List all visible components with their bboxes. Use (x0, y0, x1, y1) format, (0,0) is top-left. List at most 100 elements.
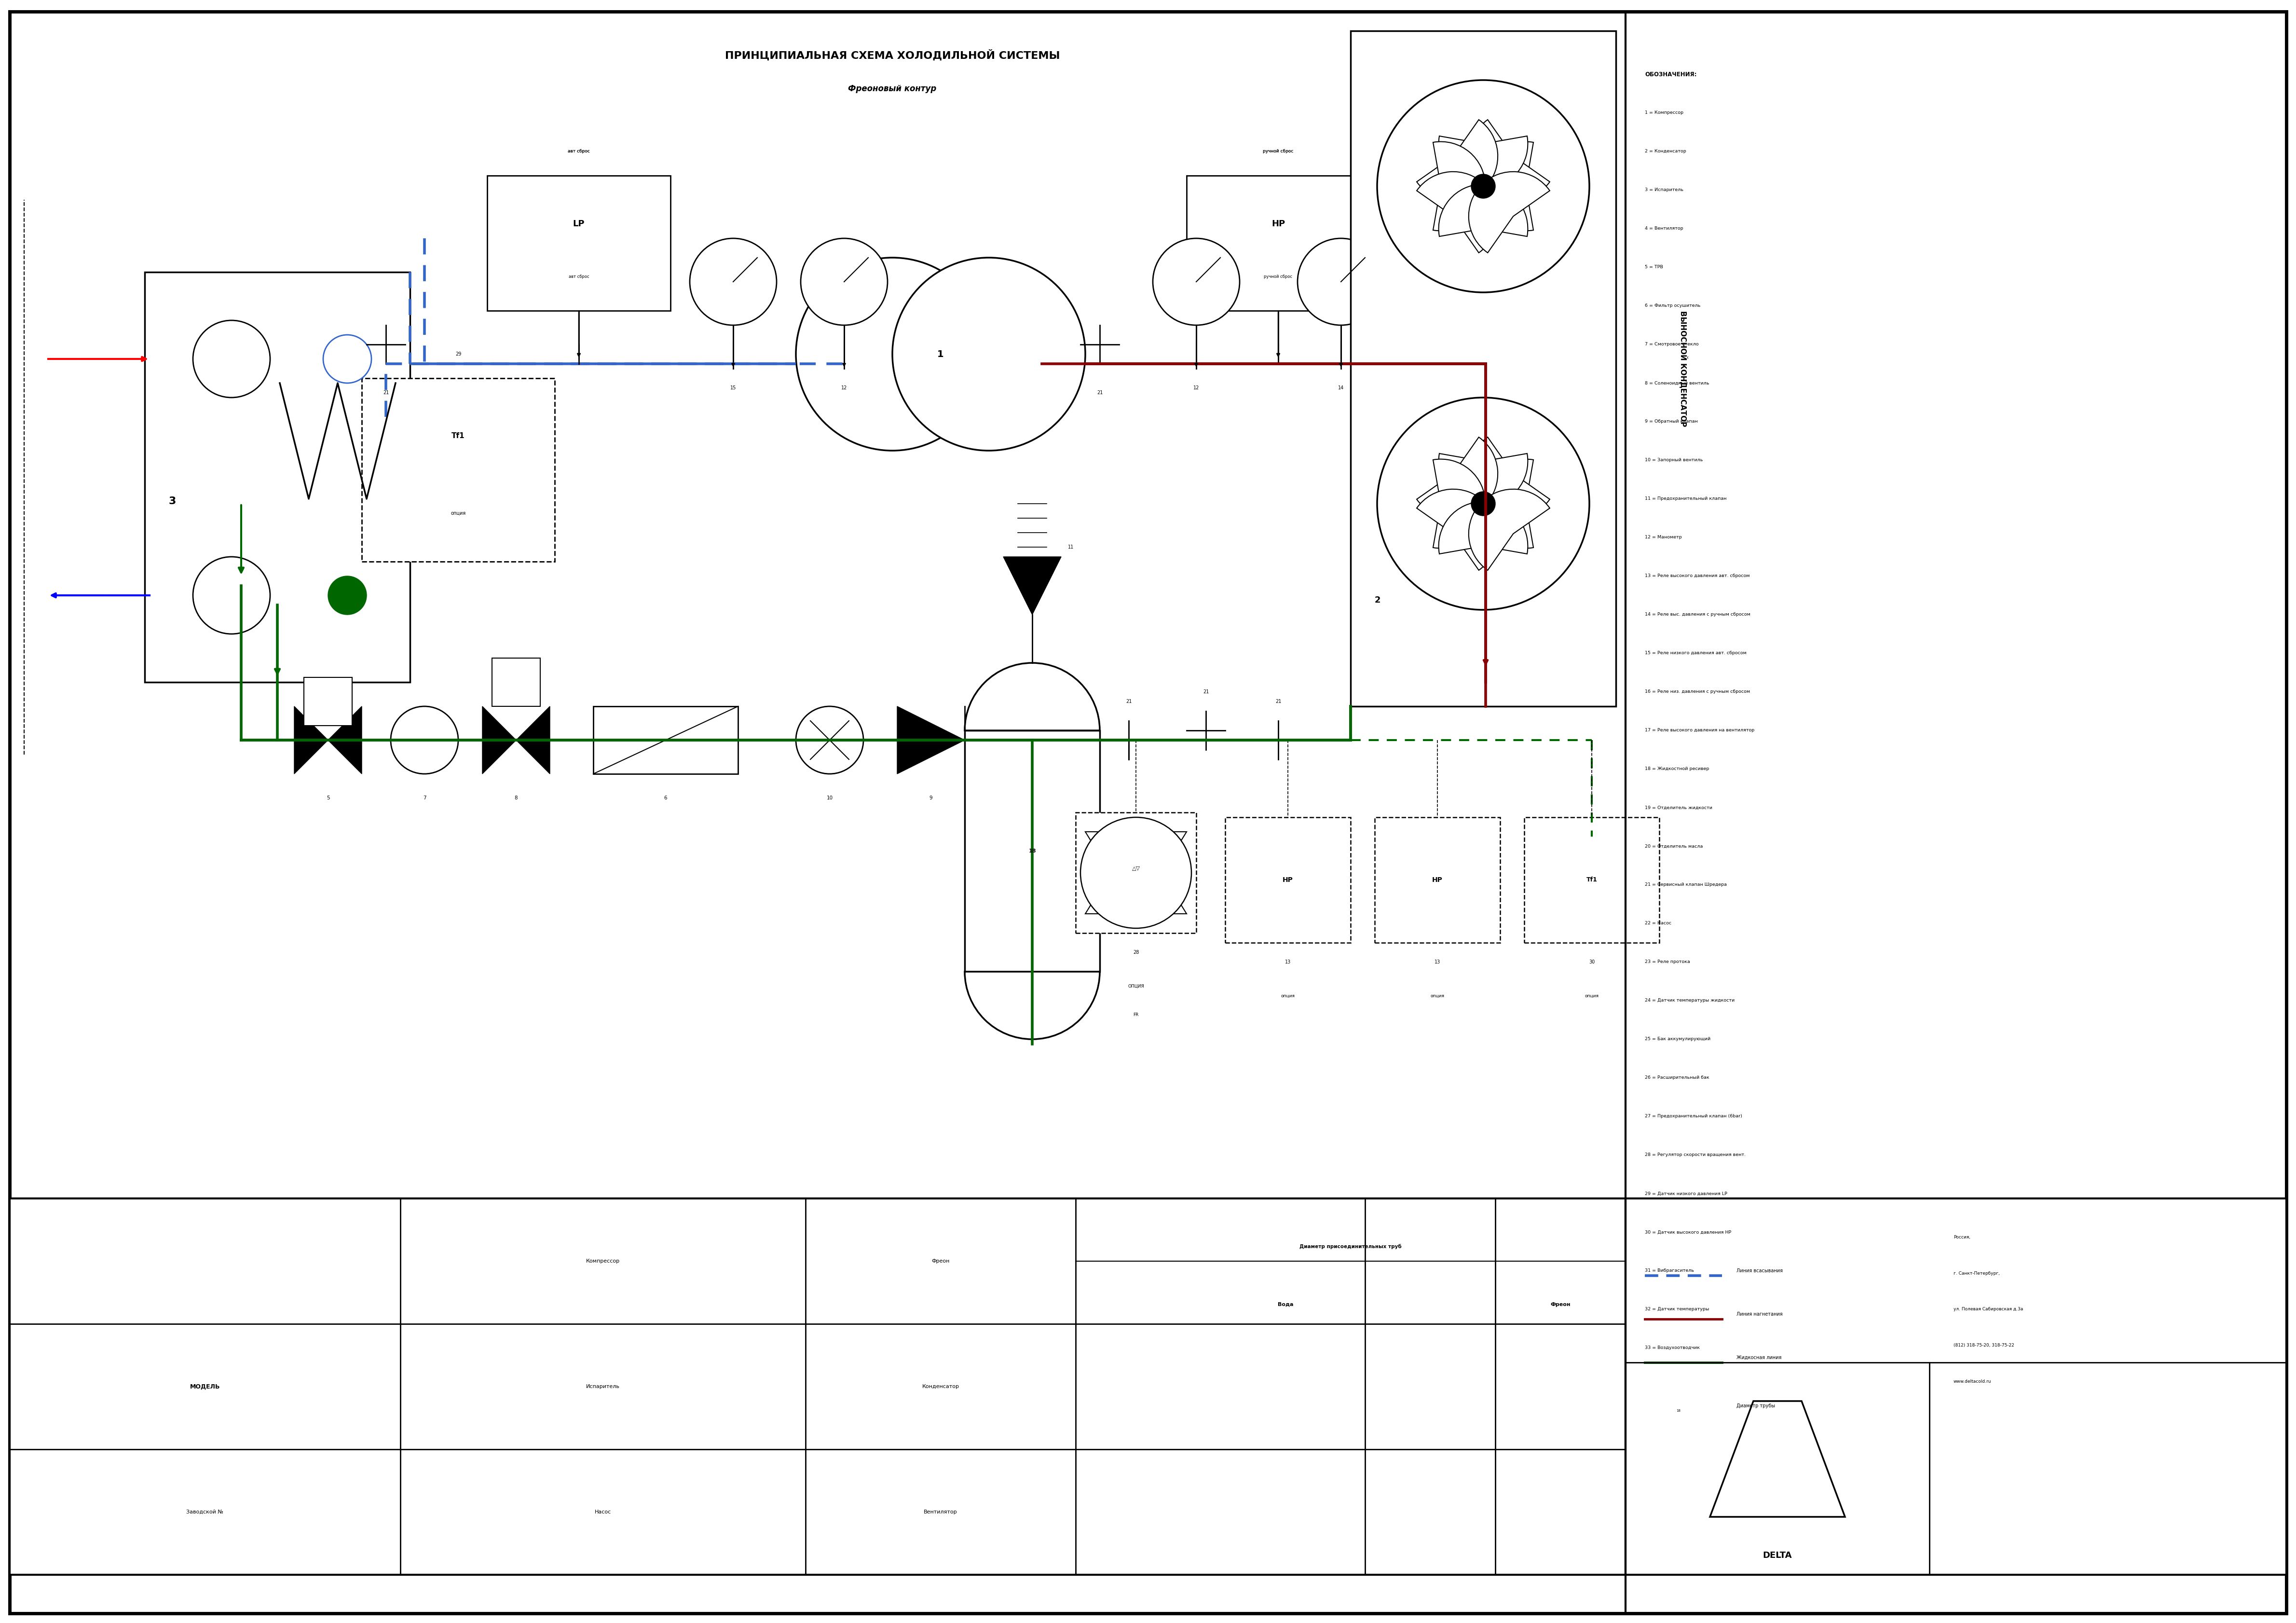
Text: 5 = ТРВ: 5 = ТРВ (1644, 265, 1662, 269)
Polygon shape (328, 706, 363, 774)
Text: 6 = Фильтр осушитель: 6 = Фильтр осушитель (1644, 304, 1701, 308)
Wedge shape (1440, 453, 1527, 506)
Text: 9: 9 (930, 795, 932, 800)
Text: 29: 29 (455, 352, 461, 357)
Text: 31 = Вибрагаситель: 31 = Вибрагаситель (1644, 1269, 1694, 1272)
Text: 10 = Запорный вентиль: 10 = Запорный вентиль (1644, 458, 1704, 463)
Text: 1 = Компрессор: 1 = Компрессор (1644, 110, 1683, 115)
Wedge shape (1417, 437, 1497, 518)
Circle shape (801, 239, 889, 325)
Text: HP: HP (1272, 219, 1286, 229)
Bar (303, 677, 351, 725)
Circle shape (1378, 398, 1589, 610)
Text: 27 = Предохранительный клапан (6bar): 27 = Предохранительный клапан (6bar) (1644, 1115, 1743, 1118)
Text: Конденсатор: Конденсатор (923, 1384, 960, 1389)
Text: 11: 11 (1068, 545, 1075, 550)
Text: 8: 8 (514, 795, 517, 800)
Text: 12: 12 (840, 386, 847, 390)
Bar (1226, 818, 1350, 943)
Text: Линия всасывания: Линия всасывания (1736, 1269, 1782, 1272)
Text: 20 = Отделитель масла: 20 = Отделитель масла (1644, 844, 1704, 849)
Text: Жидкосная линия: Жидкосная линия (1736, 1355, 1782, 1360)
Text: 21: 21 (1097, 390, 1102, 394)
Text: ручной сброс: ручной сброс (1263, 149, 1293, 154)
Bar (592, 706, 737, 774)
Wedge shape (1440, 183, 1527, 237)
Text: Заводской №: Заводской № (186, 1509, 223, 1514)
Wedge shape (1440, 502, 1527, 553)
Wedge shape (1433, 459, 1486, 549)
Wedge shape (1469, 120, 1550, 201)
Text: 21 = Сервисный клапан Шредера: 21 = Сервисный клапан Шредера (1644, 883, 1727, 888)
Bar (363, 378, 556, 562)
Text: △▽: △▽ (1132, 865, 1141, 870)
Bar (1375, 818, 1499, 943)
Text: 1: 1 (937, 349, 944, 359)
Text: 24 = Датчик температуры жидкости: 24 = Датчик температуры жидкости (1644, 998, 1736, 1003)
Text: опция: опция (450, 511, 466, 516)
Wedge shape (1481, 459, 1534, 549)
Text: 21: 21 (383, 390, 388, 394)
Text: ул. Полевая Сабировская д.3а: ул. Полевая Сабировская д.3а (1954, 1307, 2023, 1311)
Polygon shape (482, 706, 517, 774)
Text: 13 = Реле высокого давления авт. сбросом: 13 = Реле высокого давления авт. сбросом (1644, 575, 1750, 578)
Bar (1626, 1198, 2287, 1574)
Text: 16 = Реле низ. давления с ручным сбросом: 16 = Реле низ. давления с ручным сбросом (1644, 690, 1750, 695)
Text: 3: 3 (170, 497, 177, 506)
Bar (491, 657, 540, 706)
Text: 12: 12 (1194, 386, 1199, 390)
Circle shape (1297, 239, 1384, 325)
Circle shape (193, 557, 271, 635)
Text: 14: 14 (1339, 386, 1343, 390)
Polygon shape (1086, 831, 1187, 914)
Text: 4 = Вентилятор: 4 = Вентилятор (1644, 227, 1683, 230)
Text: 22 = Насос: 22 = Насос (1644, 922, 1671, 925)
Wedge shape (1469, 172, 1550, 253)
Circle shape (1655, 1386, 1704, 1435)
Text: 21: 21 (1203, 690, 1210, 695)
Text: ручной сброс: ручной сброс (1265, 274, 1293, 279)
Text: 2: 2 (1375, 596, 1380, 604)
Text: ОПЦИЯ: ОПЦИЯ (1127, 984, 1143, 988)
Text: Компрессор: Компрессор (585, 1259, 620, 1264)
Text: 9 = Обратный клапан: 9 = Обратный клапан (1644, 419, 1697, 424)
Circle shape (328, 576, 367, 615)
Circle shape (390, 706, 459, 774)
Circle shape (797, 706, 863, 774)
Text: Диаметр трубы: Диаметр трубы (1736, 1404, 1775, 1409)
Text: DELTA: DELTA (1763, 1552, 1793, 1560)
Text: ПРИНЦИПИАЛЬНАЯ СХЕМА ХОЛОДИЛЬНОЙ СИСТЕМЫ: ПРИНЦИПИАЛЬНАЯ СХЕМА ХОЛОДИЛЬНОЙ СИСТЕМЫ (726, 49, 1061, 60)
Text: 21: 21 (1274, 700, 1281, 704)
Polygon shape (1003, 557, 1061, 615)
Text: 17 = Реле высокого давления на вентилятор: 17 = Реле высокого давления на вентилято… (1644, 729, 1754, 732)
Circle shape (1081, 818, 1192, 928)
Text: ОБОЗНАЧЕНИЯ:: ОБОЗНАЧЕНИЯ: (1644, 71, 1697, 78)
Polygon shape (898, 706, 964, 774)
Wedge shape (1417, 489, 1497, 570)
Text: www.deltacold.ru: www.deltacold.ru (1954, 1380, 1991, 1384)
Text: 14 = Реле выс. давления с ручным сбросом: 14 = Реле выс. давления с ручным сбросом (1644, 612, 1750, 617)
Text: 23 = Реле протока: 23 = Реле протока (1644, 959, 1690, 964)
Bar (964, 730, 1100, 972)
Circle shape (324, 334, 372, 383)
Text: 8 = Соленоидный вентиль: 8 = Соленоидный вентиль (1644, 381, 1708, 385)
Text: (812) 318-75-20, 318-75-22: (812) 318-75-20, 318-75-22 (1954, 1344, 2014, 1347)
Circle shape (689, 239, 776, 325)
Text: Россия,: Россия, (1954, 1235, 1970, 1240)
Circle shape (193, 320, 271, 398)
Text: 29 = Датчик низкого давления LP: 29 = Датчик низкого давления LP (1644, 1191, 1727, 1196)
Circle shape (797, 258, 990, 451)
Bar (145, 273, 411, 682)
Text: 2 = Конденсатор: 2 = Конденсатор (1644, 149, 1685, 154)
Wedge shape (1481, 141, 1534, 230)
Text: 28 = Регулятор скорости вращения вент.: 28 = Регулятор скорости вращения вент. (1644, 1152, 1745, 1157)
Text: 18: 18 (1029, 849, 1035, 854)
Polygon shape (517, 706, 549, 774)
Text: опция: опция (1584, 993, 1598, 998)
Text: 11 = Предохранительный клапан: 11 = Предохранительный клапан (1644, 497, 1727, 502)
Text: 12 = Манометр: 12 = Манометр (1644, 536, 1683, 539)
Text: 10: 10 (827, 795, 833, 800)
Text: 25 = Бак аккумулирующий: 25 = Бак аккумулирующий (1644, 1037, 1711, 1042)
Bar (1525, 818, 1660, 943)
Text: ВЫНОСНОЙ КОНДЕНСАТОР: ВЫНОСНОЙ КОНДЕНСАТОР (1678, 310, 1688, 427)
